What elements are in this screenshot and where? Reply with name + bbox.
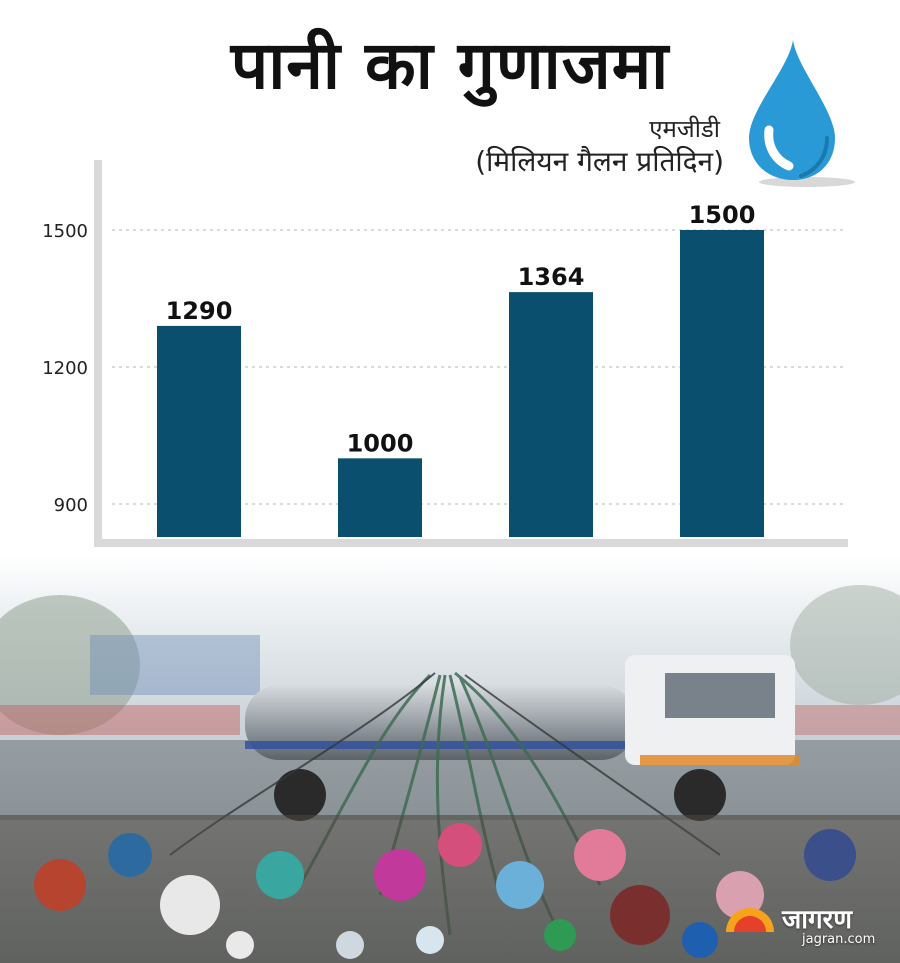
data-label: 1364 [518, 263, 585, 291]
water-drop-icon [749, 40, 855, 187]
bar [157, 325, 241, 537]
unit-label-full: (मिलियन गैलन प्रतिदिन) [475, 145, 724, 178]
sun-logo-icon [726, 908, 774, 932]
bar [680, 230, 764, 537]
y-tick-label: 1500 [42, 221, 88, 242]
water-tanker-photo [0, 555, 900, 963]
data-label: 1000 [347, 429, 414, 457]
y-tick-label: 900 [54, 495, 88, 516]
bar [509, 292, 593, 537]
y-tick-label: 1200 [42, 358, 88, 379]
unit-label-short: एमजीडी [649, 115, 720, 143]
data-label: 1290 [166, 297, 233, 325]
page-title: पानी का गुणाजमा [230, 27, 670, 104]
bar [338, 458, 422, 537]
data-label: 1500 [689, 201, 756, 229]
bar-chart: 900120015001290आवश्यकता1000उपलब्ध1364203… [42, 160, 848, 588]
brand-logo: जागरण jagran.com [722, 898, 892, 954]
brand-name: जागरण [782, 905, 853, 935]
brand-url: jagran.com [802, 932, 876, 947]
axis-line [94, 160, 848, 547]
